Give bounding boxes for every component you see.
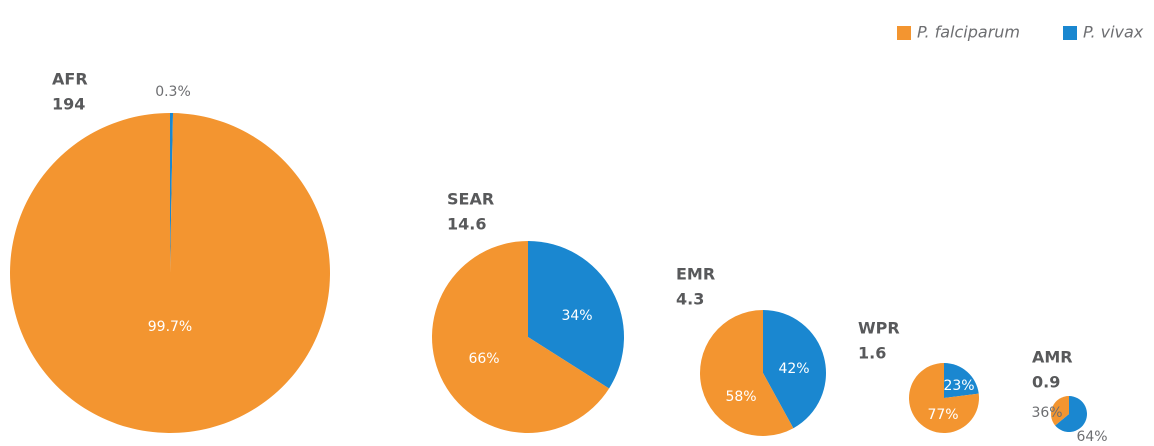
pie-slice	[432, 241, 610, 434]
pie-title: SEAR	[447, 190, 494, 209]
slice-label: 42%	[778, 361, 809, 377]
pie-title: AFR	[52, 70, 88, 89]
pie-total: 14.6	[447, 215, 486, 234]
pie-slice	[700, 310, 794, 437]
pie-total: 0.9	[1032, 373, 1060, 392]
slice-label: 58%	[725, 389, 756, 405]
legend-label: P. falciparum	[917, 23, 1020, 42]
pie-slice	[9, 113, 330, 433]
slice-label: 77%	[927, 407, 958, 423]
pie-slice	[528, 241, 624, 389]
pie-slice	[170, 113, 174, 273]
pie-title: WPR	[858, 319, 900, 338]
pie-slice	[1050, 396, 1069, 426]
legend-swatch	[897, 26, 911, 40]
pie-total: 194	[52, 95, 85, 114]
slice-label: 23%	[943, 378, 974, 394]
pie-slice	[1055, 396, 1087, 432]
pie-slice	[763, 310, 826, 429]
pie-slice	[944, 363, 979, 398]
slice-label: 36%	[1031, 405, 1062, 421]
pie-total: 4.3	[676, 290, 704, 309]
slice-label: 64%	[1076, 429, 1107, 445]
pie-slice	[909, 363, 979, 433]
legend-label: P. vivax	[1083, 23, 1144, 42]
pie-title: EMR	[676, 265, 715, 284]
slice-label: 34%	[561, 308, 592, 324]
slice-label: 99.7%	[148, 319, 192, 335]
slice-label: 0.3%	[155, 84, 191, 100]
slice-label: 66%	[468, 351, 499, 367]
pie-total: 1.6	[858, 344, 886, 363]
pie-title: AMR	[1032, 348, 1073, 367]
legend-swatch	[1063, 26, 1077, 40]
